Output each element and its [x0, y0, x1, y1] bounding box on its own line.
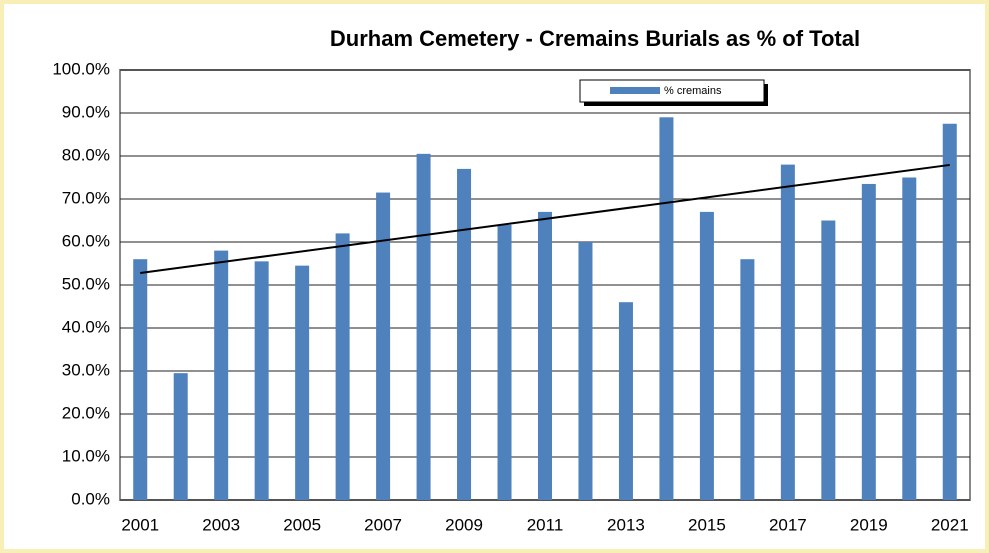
y-tick-label: 60.0%: [62, 231, 110, 250]
bar: [942, 123, 957, 500]
y-tick-label: 70.0%: [62, 188, 110, 207]
y-tick-label: 30.0%: [62, 360, 110, 379]
bar: [133, 259, 148, 500]
y-tick-label: 10.0%: [62, 446, 110, 465]
bar: [699, 211, 714, 500]
x-tick-label: 2005: [283, 515, 321, 534]
x-tick-label: 2007: [364, 515, 402, 534]
y-tick-label: 100.0%: [52, 59, 110, 78]
bar: [457, 168, 472, 500]
bar: [861, 183, 876, 500]
y-tick-label: 80.0%: [62, 145, 110, 164]
bar: [254, 261, 269, 500]
bar: [659, 117, 674, 501]
y-tick-label: 0.0%: [71, 489, 110, 508]
bar: [578, 242, 593, 500]
x-tick-label: 2019: [850, 515, 888, 534]
bar: [416, 153, 431, 500]
x-tick-label: 2013: [607, 515, 645, 534]
legend-box: [579, 79, 765, 103]
y-tick-label: 50.0%: [62, 274, 110, 293]
bar: [780, 164, 795, 500]
x-tick-label: 2011: [527, 515, 564, 534]
chart-title: Durham Cemetery - Cremains Burials as % …: [330, 26, 860, 51]
x-tick-label: 2009: [445, 515, 483, 534]
x-tick-label: 2015: [688, 515, 726, 534]
x-tick-label: 2001: [121, 515, 159, 534]
bar: [538, 211, 552, 500]
bar: [740, 259, 755, 500]
bar: [335, 233, 350, 500]
bar: [497, 224, 512, 501]
x-tick-label: 2017: [769, 515, 807, 534]
bar: [902, 177, 917, 500]
bar: [618, 302, 633, 500]
x-tick-label: 2021: [931, 515, 969, 534]
trendline: [140, 163, 950, 274]
x-tick-label: 2003: [202, 515, 240, 534]
y-tick-label: 20.0%: [62, 403, 110, 422]
bar: [214, 250, 229, 500]
bar: [376, 192, 391, 501]
bar: [821, 220, 836, 500]
bar: [173, 373, 188, 500]
y-tick-label: 40.0%: [62, 317, 110, 336]
bar: [295, 265, 310, 500]
y-tick-label: 90.0%: [62, 102, 110, 121]
legend-swatch: [610, 87, 660, 94]
legend-label: % cremains: [664, 85, 722, 97]
